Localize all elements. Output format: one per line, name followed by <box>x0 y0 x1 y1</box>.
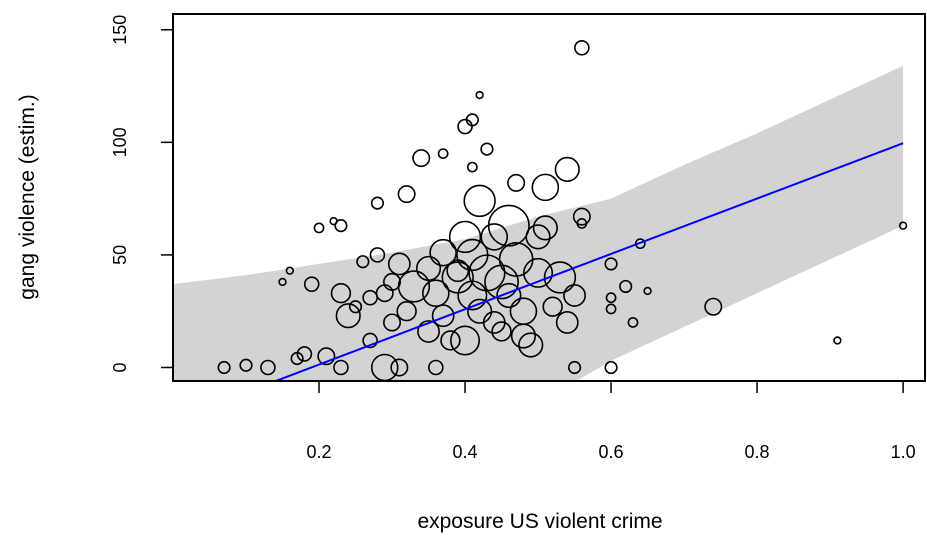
confidence-band <box>173 65 904 381</box>
data-point-86 <box>833 336 842 345</box>
x-tick-label-1: 0.4 <box>453 442 478 462</box>
data-point-57 <box>487 204 530 247</box>
data-point-41 <box>448 220 482 254</box>
data-point-79 <box>605 303 617 315</box>
data-point-34 <box>428 359 444 376</box>
data-point-13 <box>334 219 348 233</box>
fit-line <box>272 142 904 381</box>
data-point-2 <box>260 359 276 376</box>
data-point-69 <box>543 261 577 294</box>
data-point-81 <box>619 279 633 294</box>
data-point-12 <box>330 282 352 304</box>
data-point-37 <box>437 148 449 159</box>
data-point-32 <box>415 255 442 282</box>
data-point-26 <box>390 358 409 377</box>
data-point-67 <box>532 215 558 241</box>
data-point-14 <box>335 303 361 329</box>
y-tick-label-0: 0 <box>110 362 130 372</box>
data-point-66 <box>531 173 560 202</box>
data-point-58 <box>496 282 522 309</box>
data-point-65 <box>525 224 551 250</box>
data-point-31 <box>417 320 440 343</box>
data-point-0 <box>217 360 231 375</box>
data-point-70 <box>554 156 580 182</box>
data-point-55 <box>484 264 519 300</box>
data-point-56 <box>491 321 512 342</box>
data-point-43 <box>450 325 481 356</box>
data-point-33 <box>422 279 450 307</box>
data-point-42 <box>457 118 473 135</box>
data-point-8 <box>313 222 325 234</box>
data-point-48 <box>475 90 484 100</box>
data-points <box>217 39 908 381</box>
data-point-77 <box>604 257 618 271</box>
data-point-20 <box>370 196 385 210</box>
data-point-75 <box>572 207 591 226</box>
data-point-27 <box>397 185 416 204</box>
data-point-82 <box>627 317 639 328</box>
data-point-29 <box>397 270 431 303</box>
x-tick-label-2: 0.6 <box>599 442 624 462</box>
data-point-76 <box>574 39 590 56</box>
data-point-84 <box>643 286 652 296</box>
data-point-36 <box>429 238 457 267</box>
data-point-38 <box>440 330 461 351</box>
data-point-35 <box>431 304 455 328</box>
data-point-60 <box>507 173 526 192</box>
data-point-68 <box>542 296 563 317</box>
data-point-23 <box>383 313 402 332</box>
y-axis-title: gang violence (estim.) <box>16 94 39 299</box>
y-tick-label-3: 150 <box>110 15 130 45</box>
data-point-46 <box>465 113 479 127</box>
data-point-71 <box>555 311 579 334</box>
data-point-63 <box>518 332 544 358</box>
data-point-49 <box>467 298 493 324</box>
data-point-52 <box>480 142 494 156</box>
x-tick-label-3: 0.8 <box>745 442 770 462</box>
data-point-50 <box>463 184 496 218</box>
data-point-1 <box>239 358 253 372</box>
x-tick-label-0: 0.2 <box>307 442 332 462</box>
data-point-15 <box>348 300 363 314</box>
data-point-62 <box>510 323 537 349</box>
data-point-24 <box>383 272 402 291</box>
y-tick-label-2: 100 <box>110 127 130 157</box>
data-point-7 <box>303 276 320 292</box>
x-axis-title: exposure US violent crime <box>417 510 662 533</box>
plot-frame <box>172 13 926 382</box>
data-point-87 <box>898 221 908 230</box>
data-point-47 <box>466 161 478 173</box>
y-axis: 0 50 100 150 <box>110 15 173 372</box>
data-point-85 <box>704 297 723 316</box>
data-point-30 <box>412 149 431 168</box>
data-point-80 <box>604 360 618 375</box>
data-point-18 <box>362 332 378 349</box>
data-point-16 <box>356 255 370 269</box>
plot-area <box>173 39 908 381</box>
data-point-53 <box>480 223 509 251</box>
x-axis: 0.2 0.4 0.6 0.8 1.0 <box>307 381 916 462</box>
data-point-3 <box>278 277 287 287</box>
data-point-4 <box>285 266 295 275</box>
data-point-25 <box>387 252 411 276</box>
x-tick-label-4: 1.0 <box>891 442 916 462</box>
data-point-64 <box>523 257 554 288</box>
data-point-44 <box>457 280 488 311</box>
y-tick-label-1: 50 <box>110 245 130 265</box>
data-point-9 <box>317 347 336 366</box>
data-point-73 <box>567 360 582 375</box>
data-point-19 <box>369 247 386 263</box>
data-point-28 <box>396 301 417 322</box>
data-point-6 <box>296 346 313 362</box>
data-point-78 <box>605 292 617 304</box>
data-point-11 <box>333 359 349 376</box>
data-point-72 <box>563 284 586 307</box>
